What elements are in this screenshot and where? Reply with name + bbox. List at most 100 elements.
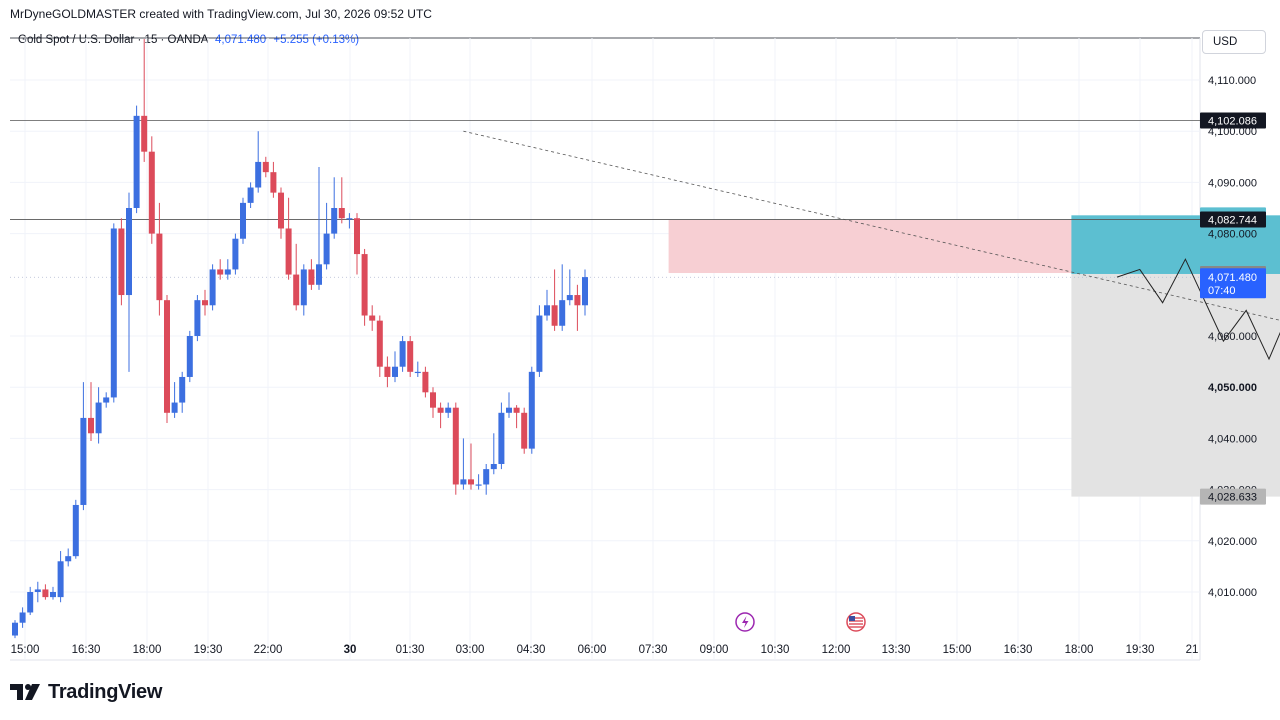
last-price-label: 4,071.480 xyxy=(1208,272,1257,284)
candle-up xyxy=(194,300,201,336)
candle-up xyxy=(346,218,353,220)
candle-down xyxy=(118,228,125,296)
time-tick-label: 21 xyxy=(1186,644,1199,656)
bar-countdown-label: 07:40 xyxy=(1208,285,1236,297)
candle-down xyxy=(262,161,269,173)
candle-down xyxy=(369,315,376,321)
candle-up xyxy=(559,300,566,326)
last-price-value: 4,071.480 xyxy=(215,34,267,46)
candle-up xyxy=(224,269,231,275)
symbol-name: Gold Spot / U.S. Dollar · 15 · OANDA xyxy=(18,34,208,46)
time-tick-label: 09:00 xyxy=(700,644,729,656)
candle-up xyxy=(255,161,262,188)
candle-up xyxy=(19,612,26,623)
price-tick-label: 4,020.000 xyxy=(1208,536,1257,548)
candle-up xyxy=(490,464,497,470)
time-tick-label: 19:30 xyxy=(194,644,223,656)
candle-up xyxy=(209,269,216,306)
price-axis-label-bg xyxy=(1200,112,1266,129)
candle-up xyxy=(475,484,482,486)
price-change-value: +5.255 (+0.13%) xyxy=(273,34,360,46)
candle-down xyxy=(42,589,49,598)
candle-up xyxy=(34,589,41,592)
candle-up xyxy=(528,371,535,449)
candle-up xyxy=(95,402,102,434)
candle-down xyxy=(437,407,444,413)
candle-down xyxy=(202,300,208,306)
time-tick-label: 30 xyxy=(344,644,357,656)
candle-up xyxy=(544,305,550,316)
last-price-label-bg xyxy=(1200,268,1266,299)
candle-up xyxy=(179,376,186,403)
time-tick-label: 12:00 xyxy=(822,644,851,656)
price-axis-label: 4,028.633 xyxy=(1208,492,1257,504)
candle-down xyxy=(468,479,474,485)
candle-up xyxy=(133,115,140,208)
time-tick-label: 03:00 xyxy=(456,644,485,656)
candle-down xyxy=(376,320,383,367)
time-tick-label: 07:30 xyxy=(639,644,668,656)
candle-down xyxy=(270,172,277,193)
time-tick-label: 18:00 xyxy=(133,644,162,656)
candle-up xyxy=(566,295,573,301)
candle-down xyxy=(285,228,292,275)
trendline[interactable] xyxy=(463,130,1280,356)
candle-down xyxy=(308,269,315,285)
candle-up xyxy=(414,371,421,374)
price-tick-label: 4,090.000 xyxy=(1208,177,1257,189)
time-tick-label: 22:00 xyxy=(254,644,283,656)
price-axis-label: 4,082.744 xyxy=(1208,215,1257,227)
time-tick-label: 19:30 xyxy=(1126,644,1155,656)
time-tick-label: 04:30 xyxy=(517,644,546,656)
flag-canton xyxy=(849,616,855,621)
symbol-legend[interactable]: Gold Spot / U.S. Dollar · 15 · OANDA 4,0… xyxy=(18,34,359,46)
candle-up xyxy=(171,402,178,413)
candle-down xyxy=(141,115,148,152)
candle-down xyxy=(513,407,520,413)
candle-down xyxy=(452,407,459,485)
candle-down xyxy=(430,392,436,408)
time-tick-label: 16:30 xyxy=(72,644,101,656)
candle-down xyxy=(217,269,224,275)
time-tick-label: 15:00 xyxy=(943,644,972,656)
candle-up xyxy=(506,407,512,413)
candle-up xyxy=(72,504,79,557)
candle-down xyxy=(521,412,528,449)
candle-down xyxy=(88,417,94,434)
us-flag-event-icon[interactable] xyxy=(846,612,866,632)
currency-selector[interactable]: USD xyxy=(1202,30,1266,54)
price-tick-label: 4,080.000 xyxy=(1208,229,1257,241)
candle-down xyxy=(574,295,581,306)
price-axis-label: 4,102.086 xyxy=(1208,116,1257,128)
price-axis-label-bg xyxy=(1200,488,1266,505)
candle-down xyxy=(422,371,429,393)
candle-up xyxy=(498,412,505,464)
candle-down xyxy=(384,366,391,377)
candle-up xyxy=(392,366,398,377)
candle-down xyxy=(278,192,284,229)
candle-up xyxy=(536,315,543,372)
candle-down xyxy=(551,305,558,326)
time-tick-label: 16:30 xyxy=(1004,644,1033,656)
projection-path[interactable] xyxy=(1116,258,1280,497)
candle-down xyxy=(407,341,414,372)
candle-up xyxy=(582,277,588,306)
candle-up xyxy=(65,556,72,562)
candle-up xyxy=(331,208,338,234)
candle-up xyxy=(399,341,406,367)
candle-up xyxy=(27,592,34,613)
price-tick-label: 4,060.000 xyxy=(1208,331,1257,343)
price-tick-label: 4,100.000 xyxy=(1208,126,1257,138)
candle-down xyxy=(293,274,300,306)
tradingview-logo[interactable]: TradingView xyxy=(10,680,162,704)
price-tick-label: 4,040.000 xyxy=(1208,433,1257,445)
candle-up xyxy=(483,469,490,485)
time-tick-label: 18:00 xyxy=(1065,644,1094,656)
chart-attribution: MrDyneGOLDMASTER created with TradingVie… xyxy=(10,7,432,21)
candle-up xyxy=(445,407,452,413)
candle-up xyxy=(232,238,239,270)
candle-up xyxy=(323,233,330,265)
time-tick-label: 06:00 xyxy=(578,644,607,656)
candle-down xyxy=(361,254,368,316)
